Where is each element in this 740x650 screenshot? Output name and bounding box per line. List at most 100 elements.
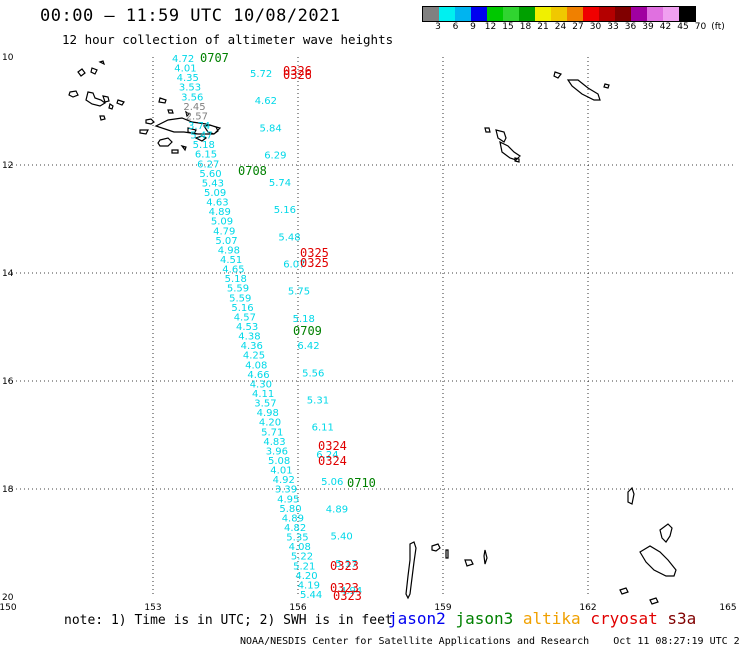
wave-height-value: 5.31 — [307, 396, 329, 407]
colorbar-label: 3 — [435, 22, 441, 32]
colorbar-swatch — [583, 7, 599, 21]
colorbar-label: 42 — [659, 22, 672, 32]
colorbar-labels: 3 6 9 12 15 18 21 24 27 30 33 36 39 42 45 70 (ft) — [422, 22, 740, 34]
colorbar-label: 18 — [519, 22, 532, 32]
wave-height-value: 3.57 — [254, 399, 276, 410]
wave-height-values: 4.724.014.353.533.562.452.573.745.475.18… — [172, 54, 362, 601]
land-outlines — [68, 60, 677, 605]
wave-height-value: 4.11 — [252, 389, 274, 400]
wave-height-value: 6.29 — [264, 151, 286, 162]
wave-height-value: 6.24 — [316, 450, 338, 461]
wave-height-value: 5.06 — [321, 477, 343, 488]
colorbar-label: 6 — [452, 22, 459, 32]
legend-jason3: jason3 — [455, 609, 523, 628]
wave-height-value: 5.44 — [300, 590, 322, 601]
colorbar-label: 21 — [537, 22, 549, 32]
colorbar-label: 24 — [554, 22, 567, 32]
wave-height-value: 6.07 — [283, 260, 305, 271]
wave-height-value: 4.25 — [243, 351, 265, 362]
wave-height-value: 5.47 — [190, 131, 212, 142]
pass-time-label: 0323 — [330, 559, 359, 573]
wave-height-value: 4.51 — [220, 255, 242, 266]
wave-height-value: 4.53 — [236, 322, 258, 333]
map-title: 00:00 – 11:59 UTC 10/08/2021 — [40, 6, 341, 26]
wave-height-value: 4.35 — [177, 73, 199, 84]
legend-jason2: jason2 — [388, 609, 456, 628]
wave-height-value: 5.43 — [202, 178, 224, 189]
colorbar — [422, 6, 696, 22]
wave-height-value: 4.62 — [255, 96, 277, 107]
pass-time-label: 0323 — [333, 589, 362, 603]
wave-height-value: 2.57 — [186, 111, 208, 122]
pass-time-label: 0323 — [330, 581, 359, 595]
wave-height-value: 4.30 — [250, 379, 272, 390]
colorbar-label: 45 — [677, 22, 689, 32]
colorbar-swatch — [439, 7, 455, 21]
colorbar-label: 12 — [484, 22, 497, 32]
coast-island-4 — [405, 486, 677, 605]
longitude-label: 153 — [144, 603, 161, 613]
wave-height-value: 5.56 — [302, 368, 324, 379]
wave-height-value: 4.66 — [247, 370, 269, 381]
wave-height-value: 4.63 — [206, 198, 228, 209]
colorbar-swatch — [567, 7, 583, 21]
wave-height-value: 4.01 — [270, 466, 292, 477]
wave-height-value: 4.65 — [222, 265, 244, 276]
wave-height-value: 5.48 — [278, 232, 300, 243]
coast-island-3 — [484, 71, 610, 163]
colorbar-label: 70 — [694, 22, 707, 32]
wave-height-value: 5.22 — [291, 552, 313, 563]
longitude-label: 162 — [579, 603, 596, 613]
colorbar-label: 30 — [589, 22, 602, 32]
pass-time-label: 0710 — [347, 476, 376, 490]
colorbar-swatch — [647, 7, 663, 21]
wave-height-value: 4.38 — [238, 332, 260, 343]
wave-height-value: 5.08 — [268, 456, 290, 467]
wave-height-value: 5.09 — [204, 188, 226, 199]
wave-height-value: 5.07 — [215, 236, 237, 247]
latitude-label: 14 — [2, 269, 14, 279]
wave-height-value: 4.01 — [174, 64, 196, 75]
wave-height-value: 3.53 — [179, 83, 201, 94]
wave-height-value: 6.42 — [297, 341, 319, 352]
wave-height-value: 5.59 — [227, 284, 249, 295]
wave-height-value: 4.08 — [245, 360, 267, 371]
wave-height-value: 4.98 — [257, 408, 279, 419]
wave-height-value: 5.18 — [293, 314, 315, 325]
colorbar-label: 36 — [624, 22, 637, 32]
wave-height-value: 5.17 — [335, 559, 357, 570]
wave-height-value: 3.96 — [266, 446, 288, 457]
map-subtitle: 12 hour collection of altimeter wave hei… — [62, 32, 394, 47]
colorbar-swatch — [599, 7, 615, 21]
latitude-label: 10 — [2, 53, 14, 63]
colorbar-swatch — [663, 7, 679, 21]
colorbar-label: 33 — [607, 22, 619, 32]
wave-height-value: 4.72 — [172, 54, 194, 65]
wave-height-value: 5.16 — [274, 205, 296, 216]
longitude-label: 156 — [289, 603, 306, 613]
wave-height-value: 5.35 — [286, 533, 308, 544]
wave-height-value: 5.16 — [231, 303, 253, 314]
colorbar-swatch — [631, 7, 647, 21]
longitude-label: 150 — [0, 603, 17, 613]
wave-height-value: 6.15 — [195, 150, 217, 161]
latitude-label: 12 — [2, 161, 13, 171]
satellite-pass-labels: 0707032603260708032503250709032403240710… — [200, 51, 376, 603]
wave-height-value: 5.72 — [250, 69, 272, 80]
colorbar-swatch — [679, 7, 695, 21]
wave-height-value: 4.20 — [259, 418, 281, 429]
pass-time-label: 0707 — [200, 51, 229, 65]
wave-height-value: 5.18 — [193, 140, 215, 151]
legend-cryosat: cryosat — [590, 609, 668, 628]
colorbar-label: (ft) — [711, 22, 725, 32]
latitude-label: 20 — [2, 593, 14, 603]
wave-height-value: 4.57 — [234, 312, 256, 323]
colorbar-swatch — [503, 7, 519, 21]
longitude-label: 165 — [719, 603, 736, 613]
pass-time-label: 0324 — [318, 454, 347, 468]
wave-height-value: 3.56 — [181, 92, 203, 103]
pass-time-label: 0709 — [293, 324, 322, 338]
wave-height-value: 5.84 — [260, 123, 282, 134]
